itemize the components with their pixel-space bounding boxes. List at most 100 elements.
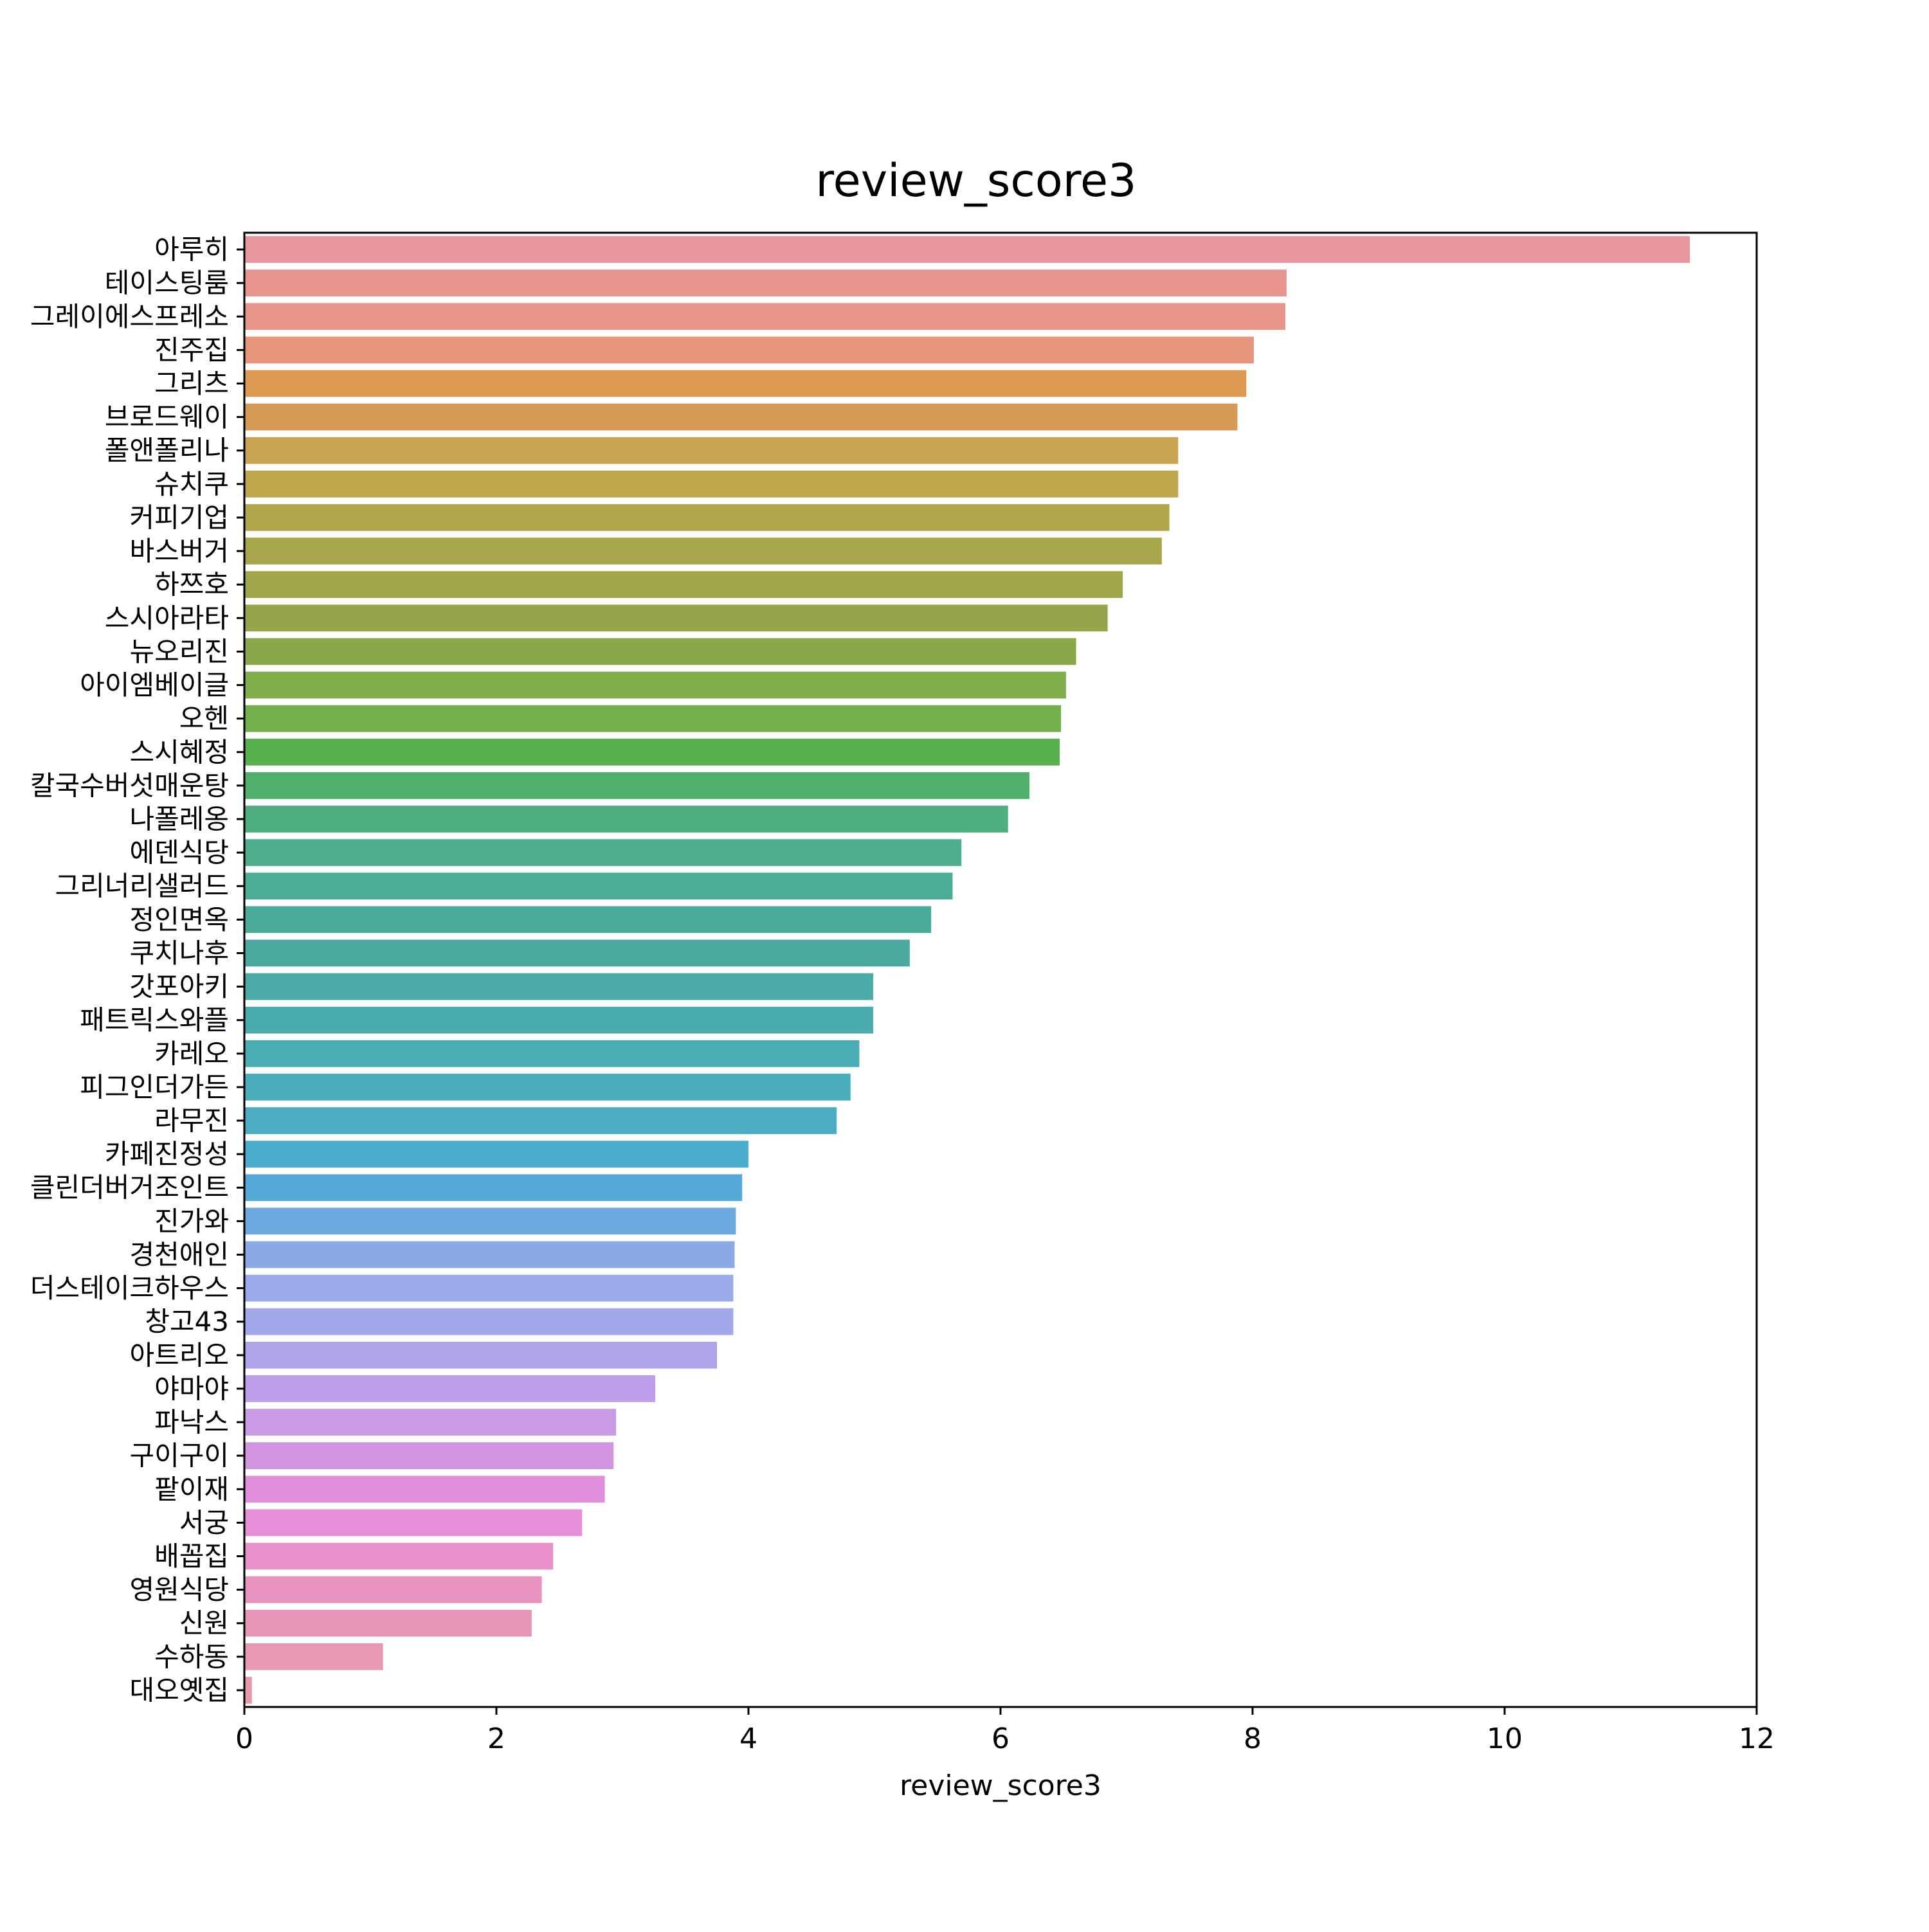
y-tick-label: 야마야 — [154, 1373, 229, 1404]
plot-frame — [243, 231, 1758, 1708]
y-tick-label: 패트릭스와플 — [80, 1004, 229, 1036]
bar — [244, 1308, 734, 1335]
y-tick-label: 폴앤폴리나 — [105, 435, 229, 466]
x-tick-label: 6 — [992, 1722, 1010, 1755]
y-tick-label: 진가와 — [154, 1205, 229, 1237]
bar — [244, 1476, 605, 1503]
bar — [244, 1006, 874, 1034]
bar — [244, 1643, 383, 1670]
bar — [244, 537, 1162, 564]
y-tick-label: 그레이에스프레소 — [30, 301, 229, 332]
bar — [244, 1375, 655, 1402]
y-tick-label: 아트리오 — [129, 1339, 229, 1371]
bar — [244, 1509, 583, 1537]
y-tick-label: 더스테이크하우스 — [30, 1272, 229, 1304]
y-tick-label: 테이스팅룸 — [105, 267, 229, 299]
y-tick-label: 브로드웨이 — [105, 401, 229, 433]
bar — [244, 571, 1123, 599]
y-tick-label: 칼국수버섯매운탕 — [30, 770, 229, 801]
y-tick-label: 갓포아키 — [129, 971, 229, 1002]
bar — [244, 705, 1062, 732]
y-tick-label: 카레오 — [154, 1038, 229, 1069]
y-tick-label: 배꼽집 — [154, 1540, 229, 1572]
bar — [244, 303, 1285, 330]
bar — [244, 370, 1247, 397]
y-tick-label: 진주집 — [154, 334, 229, 366]
y-tick-label: 파낙스 — [154, 1407, 229, 1438]
bar — [244, 1542, 554, 1570]
bar — [244, 671, 1066, 699]
y-tick-label: 아이엠베이글 — [80, 669, 229, 701]
bar — [244, 906, 932, 934]
y-tick-label: 구이구이 — [129, 1440, 229, 1472]
y-tick-label: 정인면옥 — [129, 904, 229, 935]
y-tick-label: 라무진 — [154, 1105, 229, 1137]
bar — [244, 1141, 748, 1168]
x-tick-label: 10 — [1487, 1722, 1523, 1755]
y-tick-label: 창고43 — [145, 1306, 229, 1337]
bar — [244, 1074, 851, 1101]
bar — [244, 504, 1170, 531]
bar — [244, 973, 874, 1000]
bars-layer — [244, 236, 1690, 1704]
bar — [244, 1409, 617, 1436]
y-tick-label: 그리츠 — [154, 368, 229, 399]
bar — [244, 1174, 743, 1202]
x-tick-label: 2 — [487, 1722, 505, 1755]
bar — [244, 1576, 542, 1603]
y-tick-label: 서궁 — [179, 1507, 229, 1539]
y-tick-label: 그리너리샐러드 — [55, 871, 229, 902]
y-tick-label: 하쯔호 — [154, 569, 229, 600]
y-tick-label: 에덴식당 — [129, 837, 229, 869]
y-tick-label: 커피기업 — [129, 501, 229, 533]
bar — [244, 269, 1287, 297]
bar — [244, 1341, 717, 1369]
bar — [244, 1442, 614, 1469]
y-tick-label: 경천애인 — [129, 1239, 229, 1270]
bar — [244, 1107, 837, 1134]
bar — [244, 1677, 252, 1704]
bar — [244, 437, 1179, 464]
y-axis-ticks: 아루히테이스팅룸그레이에스프레소진주집그리츠브로드웨이폴앤폴리나슈치쿠커피기업바… — [30, 234, 244, 1706]
bar — [244, 738, 1060, 766]
bar — [244, 872, 953, 900]
y-tick-label: 나폴레옹 — [129, 803, 229, 835]
x-tick-label: 0 — [235, 1722, 253, 1755]
bar — [244, 772, 1030, 799]
y-tick-label: 클린더버거조인트 — [30, 1172, 229, 1204]
y-tick-label: 바스버거 — [129, 536, 229, 567]
y-tick-label: 슈치쿠 — [154, 468, 229, 500]
y-tick-label: 수하동 — [154, 1641, 229, 1672]
bar — [244, 403, 1238, 431]
x-tick-label: 12 — [1739, 1722, 1775, 1755]
x-tick-label: 8 — [1244, 1722, 1262, 1755]
y-tick-label: 신원 — [179, 1607, 229, 1639]
chart-title: review_score3 — [815, 154, 1136, 207]
bar — [244, 638, 1076, 665]
y-tick-label: 아루히 — [154, 234, 229, 266]
bar — [244, 471, 1179, 498]
bar — [244, 1040, 860, 1067]
bar — [244, 1241, 735, 1268]
y-tick-label: 스시아라타 — [105, 602, 229, 634]
bar — [244, 1609, 532, 1637]
bar — [244, 839, 962, 866]
y-tick-label: 스시혜정 — [129, 736, 229, 768]
y-tick-label: 쿠치나후 — [129, 937, 229, 969]
x-tick-label: 4 — [739, 1722, 757, 1755]
y-tick-label: 카페진정성 — [105, 1139, 229, 1170]
x-axis-label: review_score3 — [900, 1769, 1101, 1802]
bar — [244, 806, 1008, 833]
y-tick-label: 대오옛집 — [129, 1674, 229, 1706]
y-tick-label: 팥이재 — [154, 1474, 229, 1505]
y-tick-label: 뉴오리진 — [129, 636, 229, 667]
bar — [244, 236, 1690, 263]
y-tick-label: 피그인더가든 — [80, 1071, 229, 1103]
y-tick-label: 오헨 — [179, 703, 229, 734]
bar — [244, 604, 1108, 632]
bar — [244, 939, 910, 967]
x-axis-ticks: 0 2 4 6 8 10 12 — [235, 1707, 1775, 1755]
y-tick-label: 영원식당 — [129, 1574, 229, 1605]
